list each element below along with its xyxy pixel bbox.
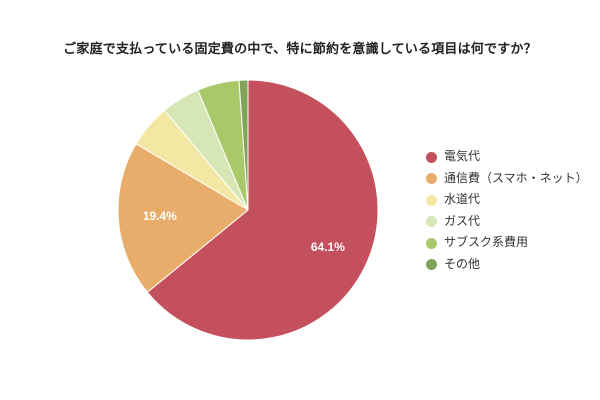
legend-swatch <box>426 151 437 163</box>
pie-slice[interactable] <box>146 79 379 341</box>
pie-slice[interactable] <box>117 143 249 293</box>
legend-item[interactable]: その他 <box>426 254 588 276</box>
legend-swatch <box>426 237 437 249</box>
legend-label: その他 <box>444 256 481 271</box>
legend-swatch <box>426 173 437 184</box>
legend-swatch <box>426 259 437 270</box>
legend-item[interactable]: ガス代 <box>426 211 588 233</box>
legend-item[interactable]: 通信費（スマホ・ネット） <box>426 168 588 190</box>
pie-slices <box>117 79 379 341</box>
legend-label: 通信費（スマホ・ネット） <box>444 170 588 185</box>
pie-data-labels: 64.1% 19.4% <box>143 209 345 254</box>
legend-label: 水道代 <box>444 192 481 206</box>
chart-legend: 電気代 通信費（スマホ・ネット） 水道代 ガス代 サブスク系費用 その他 <box>426 146 588 275</box>
legend-label: ガス代 <box>444 213 481 228</box>
legend-item[interactable]: サブスク系費用 <box>426 232 588 254</box>
legend-item[interactable]: 電気代 <box>426 146 588 168</box>
pie-slice[interactable] <box>238 79 249 211</box>
legend-swatch <box>426 216 437 227</box>
pie-data-label: 64.1% <box>311 240 345 254</box>
legend-label: サブスク系費用 <box>444 235 529 249</box>
legend-label: 電気代 <box>444 149 481 163</box>
chart-title: ご家庭で支払っている固定費の中で、特に節約を意識している項目は何ですか？ <box>63 42 537 57</box>
legend-swatch <box>426 194 437 206</box>
legend-item[interactable]: 水道代 <box>426 189 588 211</box>
pie-data-label: 19.4% <box>143 209 177 223</box>
